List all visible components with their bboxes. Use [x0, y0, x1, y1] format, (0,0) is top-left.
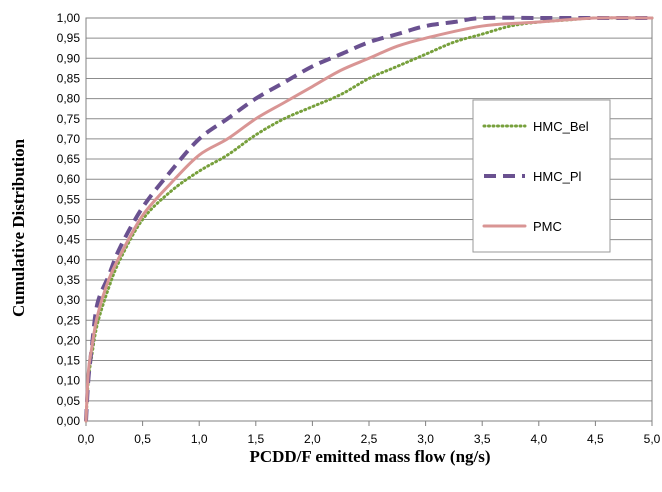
y-tick-label: 0,00 [57, 414, 81, 428]
x-tick-label: 5,0 [644, 432, 661, 446]
series-line-hmc-pl [84, 15, 652, 422]
y-tick-label: 0,55 [57, 192, 81, 206]
x-axis-tick-labels: 0,0 0,5 1,0 1,5 2,0 2,5 3,0 3,5 4,0 4,5 5,0 [78, 421, 661, 446]
y-tick-label: 0,20 [57, 333, 81, 347]
x-tick-label: 4,5 [587, 432, 604, 446]
y-tick-label: 0,70 [57, 132, 81, 146]
y-tick-label: 0,35 [57, 273, 81, 287]
y-tick-label: 0,50 [57, 213, 81, 227]
legend-label-pmc: PMC [533, 219, 562, 234]
x-tick-label: 3,5 [474, 432, 491, 446]
legend-label-hmc-bel: HMC_Bel [533, 119, 589, 134]
x-axis-title: PCDD/F emitted mass flow (ng/s) [249, 447, 490, 466]
legend: HMC_Bel HMC_Pl PMC [472, 99, 611, 253]
x-tick-label: 4,0 [530, 432, 547, 446]
y-tick-label: 0,75 [57, 112, 81, 126]
y-tick-label: 0,30 [57, 293, 81, 307]
x-tick-label: 0,0 [78, 432, 95, 446]
y-axis-title: Cumulative Distribution [9, 138, 28, 317]
y-tick-label: 0,10 [57, 374, 81, 388]
y-tick-label: 0,05 [57, 394, 81, 408]
legend-label-hmc-pl: HMC_Pl [533, 169, 582, 184]
y-tick-label: 1,00 [57, 11, 81, 25]
y-tick-label: 0,65 [57, 152, 81, 166]
y-tick-label: 0,80 [57, 92, 81, 106]
y-tick-label: 0,25 [57, 313, 81, 327]
x-tick-label: 2,0 [304, 432, 321, 446]
x-tick-label: 2,5 [361, 432, 378, 446]
y-tick-label: 0,95 [57, 31, 81, 45]
x-tick-label: 0,5 [134, 432, 151, 446]
y-tick-label: 0,90 [57, 51, 81, 65]
y-tick-label: 0,45 [57, 233, 81, 247]
y-tick-label: 0,60 [57, 172, 81, 186]
y-tick-label: 0,40 [57, 253, 81, 267]
x-tick-label: 3,0 [417, 432, 434, 446]
y-axis-tick-labels: 0,00 0,05 0,10 0,15 0,20 0,25 0,30 0,35 0,40 0,45… [57, 11, 81, 428]
series-lines [84, 15, 654, 423]
x-tick-label: 1,5 [247, 432, 264, 446]
y-tick-label: 0,85 [57, 71, 81, 85]
y-tick-label: 0,15 [57, 354, 81, 368]
series-line-hmc-bel [84, 16, 654, 423]
series-line-pmc [84, 16, 654, 423]
x-tick-label: 1,0 [191, 432, 208, 446]
